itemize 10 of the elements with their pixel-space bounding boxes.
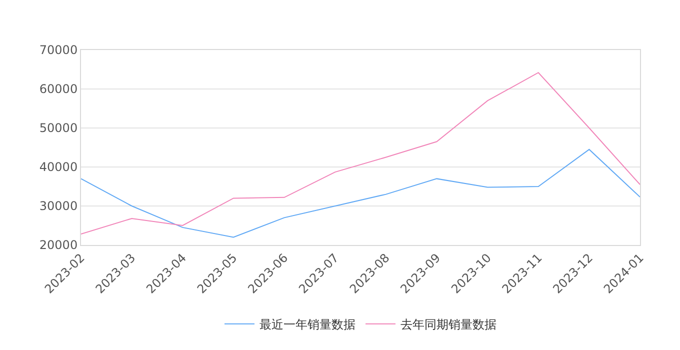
line-series bbox=[81, 148, 640, 238]
y-tick-label: 60000 bbox=[39, 82, 78, 96]
y-tick-label: 70000 bbox=[39, 43, 78, 58]
y-tick-label: 20000 bbox=[39, 238, 78, 252]
line-series bbox=[81, 72, 640, 235]
y-tick-label: 50000 bbox=[39, 121, 78, 136]
y-tick-label: 40000 bbox=[39, 160, 78, 174]
legend-label: 最近一年销量数据 bbox=[260, 318, 356, 332]
legend-label: 去年同期销量数据 bbox=[400, 318, 496, 332]
y-tick-label: 30000 bbox=[39, 199, 78, 214]
